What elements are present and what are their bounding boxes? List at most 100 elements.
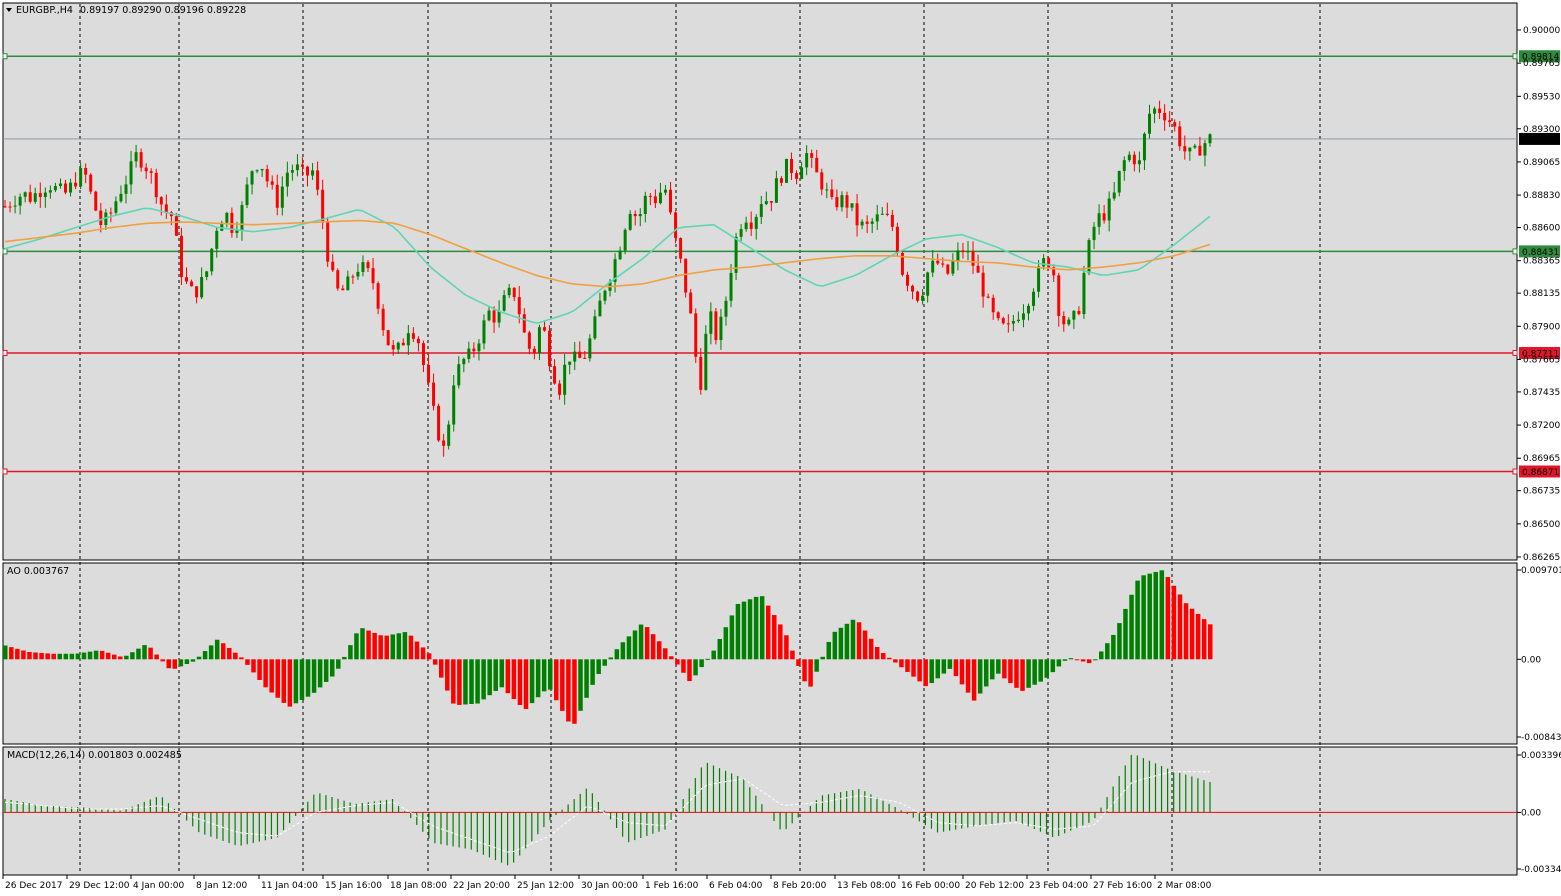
level-handle[interactable] [2, 468, 8, 475]
ao-bar [1068, 658, 1074, 660]
ao-bar [856, 622, 862, 660]
ao-bar [15, 648, 20, 660]
candle-body [986, 296, 990, 298]
candle-body [84, 167, 88, 175]
candle-body [870, 221, 874, 224]
y-tick-label: 0.89300 [1523, 125, 1560, 135]
y-tick-label: 0.87200 [1523, 421, 1560, 431]
candle-body [835, 196, 839, 208]
candle-body [825, 189, 829, 191]
ao-bar [329, 659, 335, 677]
candle-body [18, 196, 22, 206]
macd-panel[interactable] [2, 746, 1518, 876]
candle-body [331, 261, 335, 271]
candle-body [442, 440, 446, 446]
x-tick-label: 2 Mar 08:00 [1157, 881, 1212, 891]
candle-body [1042, 258, 1046, 267]
candle-body [1117, 170, 1121, 193]
candle-body [179, 235, 183, 278]
ao-bar [1056, 659, 1062, 667]
candle-body [739, 229, 743, 237]
ao-bar [463, 659, 468, 705]
ao-bar [475, 659, 480, 704]
ao-bar [451, 659, 456, 704]
moving-averages [4, 207, 1211, 324]
level-handle[interactable] [2, 53, 8, 60]
level-handle[interactable] [2, 349, 8, 356]
candle-body [810, 153, 814, 158]
ao-bar [402, 632, 408, 660]
candle-body [689, 292, 693, 314]
ao-bar [1177, 594, 1183, 660]
ao-bar [632, 630, 638, 660]
candle-body [1006, 323, 1010, 325]
ao-bar [251, 659, 256, 673]
candle-body [1132, 154, 1136, 165]
ao-bar [432, 659, 438, 665]
candle-body [386, 330, 390, 346]
ao-bar [136, 648, 141, 660]
ao-bar [469, 659, 474, 704]
candle-body [1057, 275, 1061, 317]
ao-bar [874, 647, 880, 660]
candle-body [845, 195, 849, 208]
candle-body [472, 348, 476, 352]
ao-bar [868, 638, 874, 660]
candle-body [64, 183, 68, 193]
ao-bar [142, 645, 147, 660]
y-tick-label: 0.86965 [1523, 454, 1560, 464]
candle-body [805, 153, 809, 168]
moving-average-line [4, 207, 1211, 324]
candle-body [1208, 134, 1212, 144]
candle-body [522, 314, 526, 333]
ao-bar [93, 650, 99, 660]
dropdown-triangle-icon[interactable] [6, 8, 12, 12]
candle-body [754, 216, 758, 229]
candle-body [74, 182, 78, 187]
candle-body [8, 206, 12, 208]
candle-body [240, 205, 244, 231]
ao-bar [196, 656, 202, 660]
ao-bar [765, 605, 771, 660]
candle-body [321, 189, 325, 222]
level-handle[interactable] [1512, 468, 1518, 475]
ao-bar [21, 650, 26, 660]
candle-body [356, 271, 360, 277]
x-tick-label: 27 Feb 16:00 [1093, 881, 1152, 891]
level-price-box [1519, 245, 1560, 258]
ao-bar [796, 659, 801, 666]
ao-bar [990, 659, 995, 680]
candle-body [860, 221, 864, 226]
ao-bar [45, 653, 50, 660]
y-tick-label: 0.87900 [1523, 322, 1560, 332]
ao-bar [408, 635, 414, 660]
candle-body [300, 164, 304, 167]
level-handle[interactable] [2, 248, 8, 255]
ao-bar [1002, 659, 1007, 679]
ao-bar [584, 659, 589, 698]
candle-body [573, 351, 577, 362]
ao-bar [560, 659, 565, 711]
candle-body [820, 172, 824, 190]
level-handle[interactable] [1512, 248, 1518, 255]
ao-bar [1171, 585, 1177, 660]
candle-body [94, 191, 98, 211]
candle-body [457, 364, 461, 386]
candle-body [679, 238, 683, 259]
ao-bar [511, 659, 517, 700]
candle-body [245, 184, 249, 206]
level-handle[interactable] [1512, 349, 1518, 356]
candle-body [875, 214, 879, 222]
ao-bar [554, 659, 559, 701]
macd-indicator: 0.003396 0.00 -0.003348 [3, 751, 1561, 875]
candle-body [230, 212, 234, 233]
main-panel[interactable] [2, 2, 1518, 561]
y-tick-label: 0.89530 [1523, 92, 1560, 102]
y-tick-label: 0.89065 [1523, 158, 1560, 168]
candle-body [719, 316, 723, 341]
ao-bar [826, 641, 832, 660]
level-handle[interactable] [1512, 53, 1518, 60]
level-price-label: 0.87711 [1522, 349, 1559, 359]
candle-body [89, 174, 93, 192]
